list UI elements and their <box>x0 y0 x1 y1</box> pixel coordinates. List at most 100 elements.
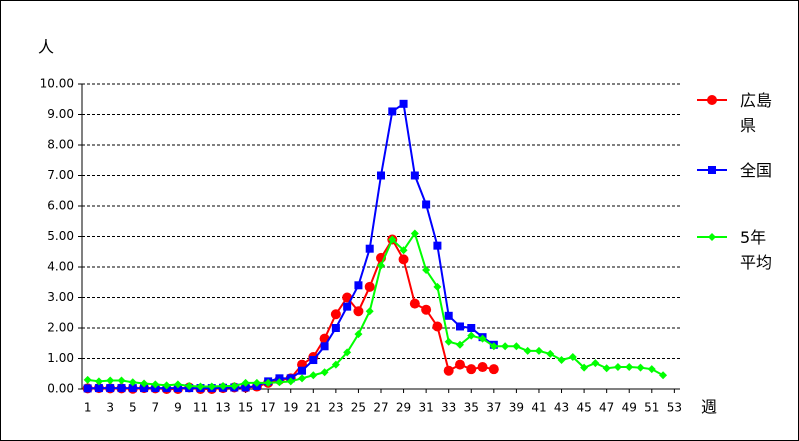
marker <box>488 364 499 375</box>
marker <box>410 229 419 238</box>
marker <box>364 281 375 292</box>
x-tick-label: 51 <box>644 401 659 415</box>
marker <box>320 342 329 351</box>
marker <box>421 304 432 315</box>
marker <box>241 378 250 387</box>
marker <box>365 244 374 253</box>
marker <box>432 321 443 332</box>
x-tick-label: 21 <box>306 401 321 415</box>
x-tick-label: 5 <box>129 401 137 415</box>
marker <box>252 378 261 387</box>
marker <box>602 364 611 373</box>
marker <box>580 363 589 372</box>
marker <box>399 99 408 108</box>
marker <box>207 382 216 391</box>
marker <box>298 374 307 383</box>
legend-label: 全国 <box>740 161 773 180</box>
x-tick-label: 23 <box>328 401 343 415</box>
marker <box>388 235 397 244</box>
x-tick-label: 45 <box>576 401 591 415</box>
marker <box>343 302 352 311</box>
marker <box>478 334 487 343</box>
marker <box>708 233 716 241</box>
marker <box>275 378 284 387</box>
y-tick-label: 7.00 <box>47 168 74 182</box>
x-tick-label: 47 <box>599 401 614 415</box>
x-tick-label: 49 <box>622 401 637 415</box>
marker <box>444 311 453 320</box>
marker <box>140 379 149 388</box>
marker <box>354 330 363 339</box>
marker <box>106 384 115 393</box>
x-tick-label: 33 <box>441 401 456 415</box>
x-tick-label: 31 <box>418 401 433 415</box>
y-tick-label: 4.00 <box>47 260 74 274</box>
marker <box>309 371 318 380</box>
marker <box>512 342 521 351</box>
marker <box>409 298 420 309</box>
marker <box>454 359 465 370</box>
x-tick-label: 37 <box>486 401 501 415</box>
marker <box>523 346 532 355</box>
marker <box>320 368 329 377</box>
marker <box>331 360 340 369</box>
marker <box>613 363 622 372</box>
marker <box>466 364 477 375</box>
marker <box>128 378 137 387</box>
y-tick-label: 0.00 <box>47 382 74 396</box>
marker <box>117 376 126 385</box>
marker <box>151 380 160 389</box>
x-tick-label: 43 <box>554 401 569 415</box>
marker <box>647 365 656 374</box>
marker <box>83 375 92 384</box>
x-tick-label: 11 <box>193 401 208 415</box>
x-tick-label: 17 <box>261 401 276 415</box>
marker <box>331 324 340 332</box>
marker <box>83 384 92 393</box>
x-tick-label: 1 <box>84 401 92 415</box>
marker <box>534 346 543 355</box>
x-tick-label: 13 <box>215 401 230 415</box>
marker <box>636 363 645 372</box>
marker <box>196 382 205 391</box>
marker <box>353 306 364 317</box>
x-tick-label: 3 <box>106 401 114 415</box>
y-tick-label: 3.00 <box>47 290 74 304</box>
marker <box>501 342 510 351</box>
legend-label: 広島県 <box>740 91 773 135</box>
x-tick-label: 25 <box>351 401 366 415</box>
marker <box>557 356 566 365</box>
marker <box>298 366 307 375</box>
marker <box>309 356 318 365</box>
x-tick-label: 35 <box>464 401 479 415</box>
marker <box>467 324 476 332</box>
y-tick-label: 9.00 <box>47 107 74 121</box>
marker <box>117 384 126 393</box>
marker <box>707 95 717 105</box>
series-line <box>87 231 664 388</box>
marker <box>286 377 295 386</box>
marker <box>128 384 137 393</box>
marker <box>230 381 239 390</box>
marker <box>433 282 442 291</box>
marker <box>343 348 352 357</box>
marker <box>377 261 385 270</box>
marker <box>443 365 454 376</box>
y-tick-label: 6.00 <box>47 199 74 213</box>
marker <box>422 200 431 209</box>
marker <box>708 166 716 174</box>
x-tick-label: 41 <box>531 401 546 415</box>
marker <box>241 383 250 392</box>
marker <box>568 352 577 361</box>
marker <box>365 307 374 316</box>
marker <box>173 380 182 389</box>
marker <box>444 337 453 346</box>
y-unit: 人 <box>38 38 54 57</box>
x-unit: 週 <box>701 398 717 417</box>
y-tick-label: 10.00 <box>40 77 74 91</box>
marker <box>399 246 408 255</box>
y-tick-label: 2.00 <box>47 321 74 335</box>
marker <box>477 362 488 373</box>
marker <box>162 381 171 390</box>
